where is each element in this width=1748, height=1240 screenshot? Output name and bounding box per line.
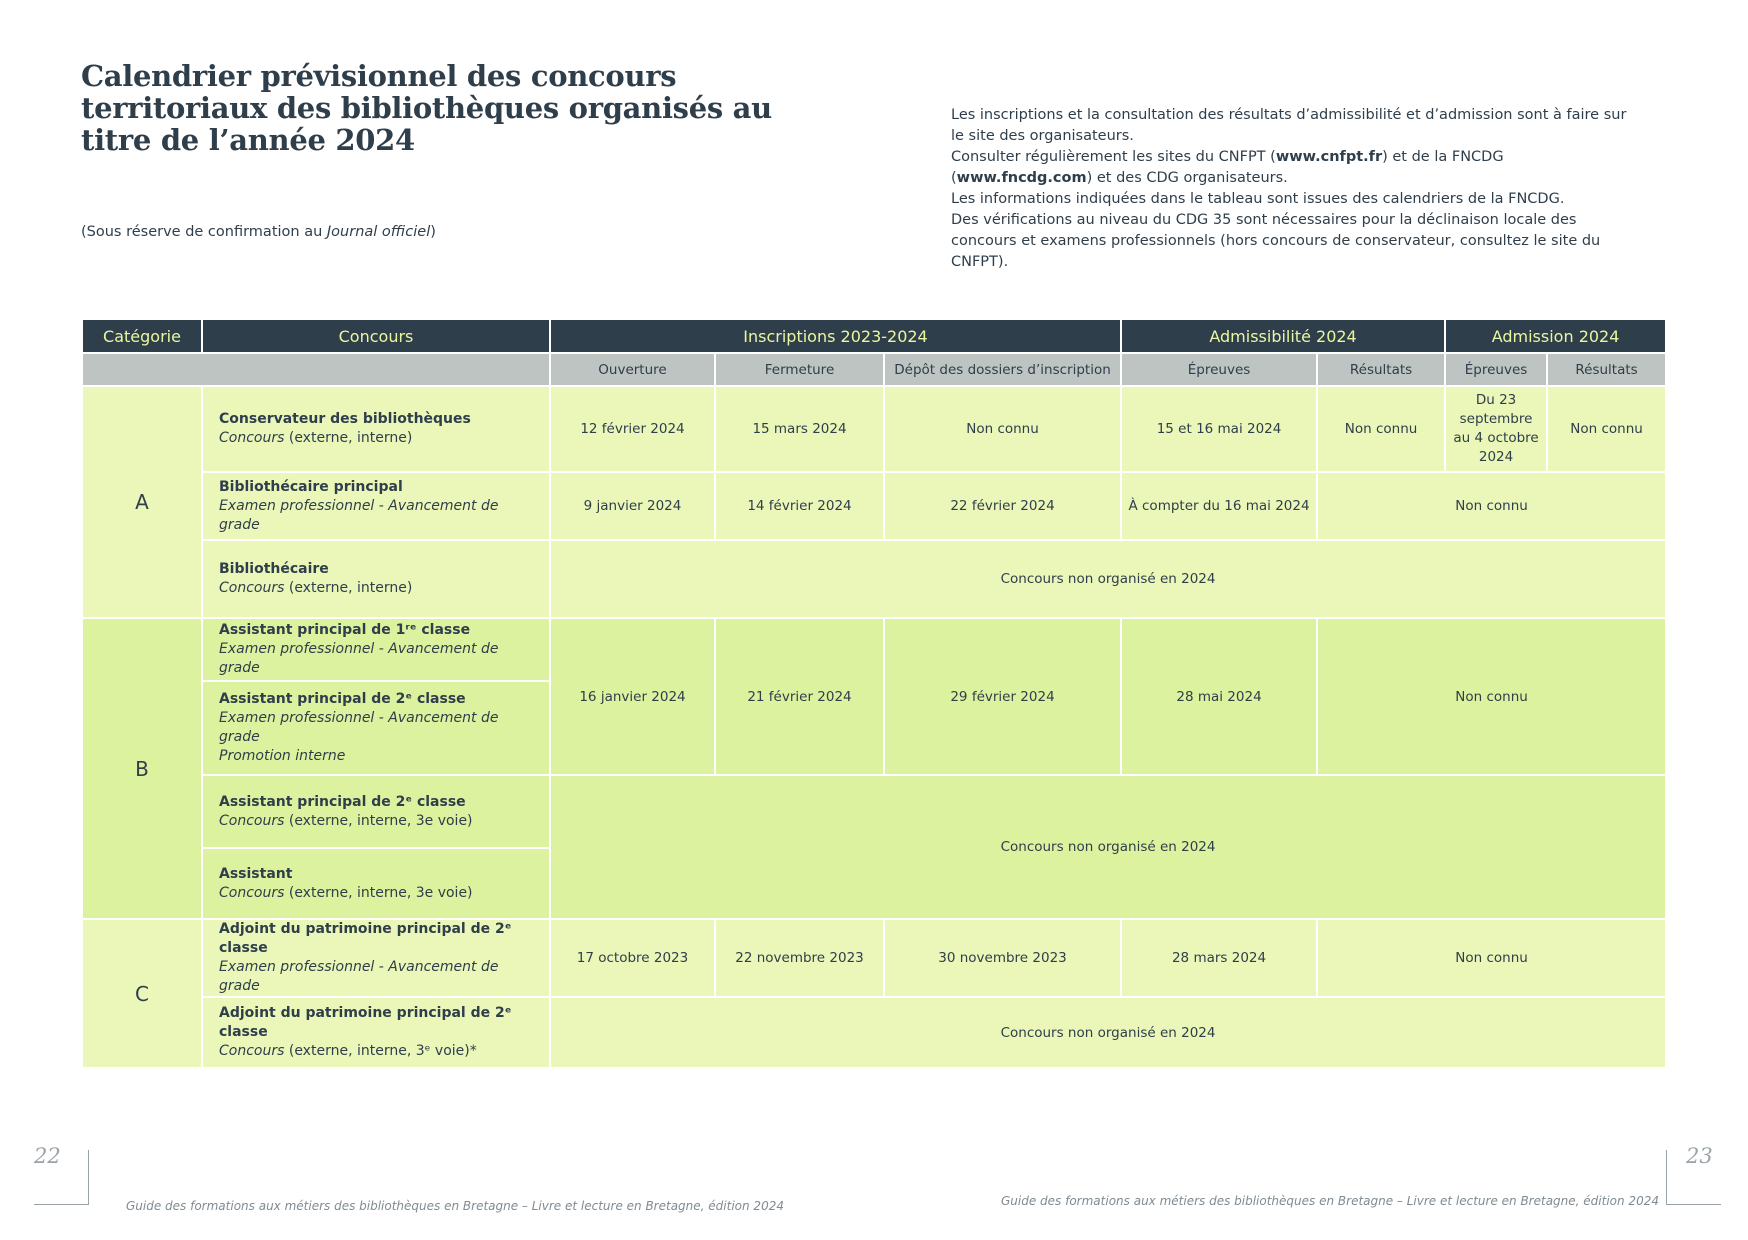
concours-name: Adjoint du patrimoine principal de 2ᵉ cl…	[219, 921, 512, 956]
concours: Assistant Concours (externe, interne, 3e …	[201, 847, 551, 920]
table: Catégorie Concours Inscriptions 2023-202…	[81, 318, 1668, 1069]
concours: Bibliothécaire principal Examen professio…	[201, 471, 551, 541]
cell: 12 février 2024	[549, 385, 716, 473]
cell: Non connu	[882, 385, 1123, 473]
category: A	[81, 385, 203, 619]
cell: 28 mai 2024	[1120, 617, 1319, 776]
corner-line	[1666, 1150, 1721, 1205]
cell: Non connu	[1316, 617, 1668, 776]
concours-type: Concours	[219, 580, 285, 596]
cell: 15 et 16 mai 2024	[1120, 385, 1319, 473]
concours-type: Concours	[219, 430, 285, 446]
concours-type: Concours	[219, 812, 285, 829]
concours: Assistant principal de 2ᵉ classe Concours…	[201, 774, 551, 849]
cell: Concours non organisé en 2024	[548, 539, 1668, 619]
link-text: www.fncdg.com	[956, 170, 1087, 186]
concours-type: Examen professionnel - Avancement de gra…	[219, 497, 499, 533]
footer-text: Guide des formations aux métiers des bib…	[1001, 1194, 1659, 1208]
subheader-cell: Dépôt des dossiers d’inscription	[882, 352, 1123, 387]
concours: Assistant principal de 2ᵉ classe Examen p…	[201, 680, 551, 776]
page-number: 23	[1686, 1144, 1713, 1168]
paragraph: Des vérifications au niveau du CDG 35 so…	[951, 212, 1601, 270]
header-cell: Catégorie	[81, 318, 203, 354]
page-number: 22	[34, 1144, 61, 1168]
cell: 22 février 2024	[882, 471, 1123, 541]
concours-type: Promotion interne	[219, 748, 346, 764]
cell: Non connu	[1316, 918, 1668, 998]
concours-detail: (externe, interne, 3e voie)	[284, 884, 473, 901]
concours-name: Assistant principal de 2ᵉ classe	[219, 793, 466, 810]
subheader-cell: Fermeture	[714, 352, 885, 387]
cell: 22 novembre 2023	[714, 918, 885, 998]
concours-type: Concours	[219, 884, 285, 901]
footer-text: Guide des formations aux métiers des bib…	[126, 1199, 784, 1213]
header-cell: Admissibilité 2024	[1120, 318, 1447, 354]
cell: Concours non organisé en 2024	[548, 774, 1668, 920]
paragraph: Les informations indiquées dans le table…	[951, 191, 1565, 207]
cell: 21 février 2024	[714, 617, 885, 776]
cell: 15 mars 2024	[714, 385, 885, 473]
concours-type: Concours	[219, 1043, 285, 1059]
concours-name: Adjoint du patrimoine principal de 2ᵉ cl…	[219, 1005, 512, 1040]
title: Calendrier prévisionnel des concours ter…	[81, 59, 772, 157]
subheader-cell: Résultats	[1316, 352, 1447, 387]
category: B	[81, 617, 203, 920]
paragraph: Les inscriptions et la consultation des …	[951, 107, 1627, 144]
concours-detail: (externe, interne)	[284, 580, 413, 596]
paragraph: Consulter régulièrement les sites du CNF…	[951, 147, 1641, 189]
cell: 16 janvier 2024	[549, 617, 716, 776]
note-italic: Journal officiel	[326, 224, 431, 240]
concours-type: Examen professionnel - Avancement de gra…	[219, 641, 499, 676]
concours: Bibliothécaire Concours (externe, interne…	[201, 539, 551, 619]
note-text: )	[430, 224, 436, 240]
subheader-cell: Résultats	[1546, 352, 1668, 387]
note-text: (Sous réserve de confirmation au	[81, 224, 327, 240]
note: (Sous réserve de confirmation au Journal…	[81, 224, 436, 240]
concours-detail: (externe, interne, 3ᵉ voie)*	[284, 1043, 477, 1059]
concours-type: Examen professionnel - Avancement de gra…	[219, 710, 499, 745]
text: ) et des CDG organisateurs.	[1086, 170, 1288, 186]
concours: Assistant principal de 1ʳᵉ classe Examen …	[201, 617, 551, 682]
subheader-cell: Épreuves	[1120, 352, 1319, 387]
cell: 17 octobre 2023	[549, 918, 716, 998]
cell: Non connu	[1316, 385, 1447, 473]
concours-name: Bibliothécaire principal	[219, 478, 403, 495]
concours-type: Examen professionnel - Avancement de gra…	[219, 959, 499, 994]
cell: Non connu	[1316, 471, 1668, 541]
link-text: www.cnfpt.fr	[1275, 149, 1383, 165]
cell: 28 mars 2024	[1120, 918, 1319, 998]
cell: Concours non organisé en 2024	[548, 996, 1668, 1069]
cell: 14 février 2024	[714, 471, 885, 541]
concours-name: Assistant principal de 1ʳᵉ classe	[219, 622, 471, 638]
concours-detail: (externe, interne, 3e voie)	[284, 812, 473, 829]
concours-detail: (externe, interne)	[284, 430, 413, 446]
concours: Conservateur des bibliothèques Concours (…	[201, 385, 551, 473]
concours-name: Conservateur des bibliothèques	[219, 411, 471, 427]
category: C	[81, 918, 203, 1069]
corner-line	[34, 1150, 89, 1205]
subheader-cell: Ouverture	[549, 352, 716, 387]
cell: Du 23 septembre au 4 octobre 2024	[1444, 385, 1549, 473]
info: Les inscriptions et la consultation des …	[951, 105, 1641, 273]
header-cell: Admission 2024	[1444, 318, 1668, 354]
concours-name: Assistant principal de 2ᵉ classe	[219, 691, 466, 707]
subheader-cell: Épreuves	[1444, 352, 1549, 387]
text: ) et de la FNCDG (	[951, 149, 1504, 186]
concours-name: Bibliothécaire	[219, 561, 329, 577]
concours: Adjoint du patrimoine principal de 2ᵉ cl…	[201, 996, 551, 1069]
header-cell: Inscriptions 2023-2024	[548, 318, 1123, 354]
concours-name: Assistant	[219, 865, 293, 882]
cell: 9 janvier 2024	[549, 471, 716, 541]
cell: À compter du 16 mai 2024	[1120, 471, 1319, 541]
header-cell: Concours	[201, 318, 551, 354]
text: Consulter régulièrement les sites du CNF…	[951, 149, 1276, 165]
cell: 29 février 2024	[882, 617, 1123, 776]
concours: Adjoint du patrimoine principal de 2ᵉ cl…	[201, 918, 551, 998]
cell: 30 novembre 2023	[882, 918, 1123, 998]
subheader-cell	[81, 352, 551, 387]
cell: Non connu	[1546, 385, 1668, 473]
